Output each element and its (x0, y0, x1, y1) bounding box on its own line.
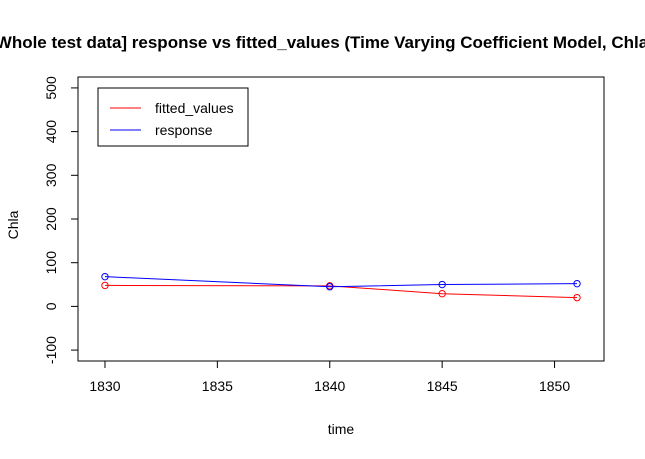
x-tick-label: 1845 (427, 378, 458, 394)
legend-label-fitted-values: fitted_values (155, 100, 234, 116)
data-point-fitted-values (438, 290, 446, 298)
x-tick-label: 1830 (89, 378, 120, 394)
x-tick-label: 1835 (202, 378, 233, 394)
data-point-fitted-values (573, 293, 581, 302)
x-axis: 1830 1835 1840 1845 1850 (89, 360, 570, 394)
data-point-response (573, 279, 581, 288)
series-line-response (104, 276, 578, 288)
data-point-response (101, 272, 109, 281)
legend: fitted_values response (97, 87, 249, 147)
y-tick-label: 400 (43, 120, 59, 144)
x-axis-label: time (328, 421, 355, 437)
y-tick-label: 500 (43, 76, 59, 100)
series-layer (101, 272, 581, 302)
series-line-fitted-values (104, 284, 578, 299)
y-axis-label: Chla (5, 210, 21, 239)
x-tick-label: 1840 (314, 378, 345, 394)
chart-title: [Whole test data] response vs fitted_val… (0, 33, 645, 52)
legend-box (97, 87, 249, 147)
data-point-response (438, 280, 446, 289)
y-axis: -100 0 100 200 300 400 500 (43, 76, 79, 364)
y-tick-label: 300 (43, 163, 59, 187)
x-tick-label: 1850 (539, 378, 570, 394)
y-tick-label: 100 (43, 251, 59, 275)
legend-label-response: response (155, 122, 213, 138)
y-tick-label: -100 (43, 336, 59, 364)
data-point-response (326, 283, 334, 291)
data-point-fitted-values (101, 281, 109, 290)
y-tick-label: 200 (43, 207, 59, 231)
y-tick-label: 0 (43, 302, 59, 310)
